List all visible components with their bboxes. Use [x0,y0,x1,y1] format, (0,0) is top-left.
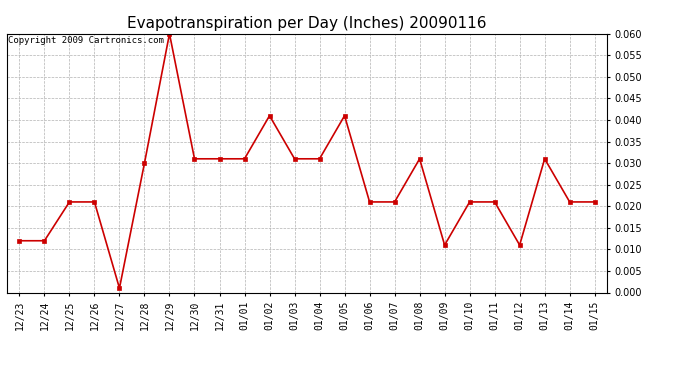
Title: Evapotranspiration per Day (Inches) 20090116: Evapotranspiration per Day (Inches) 2009… [127,16,487,31]
Text: Copyright 2009 Cartronics.com: Copyright 2009 Cartronics.com [8,36,164,45]
